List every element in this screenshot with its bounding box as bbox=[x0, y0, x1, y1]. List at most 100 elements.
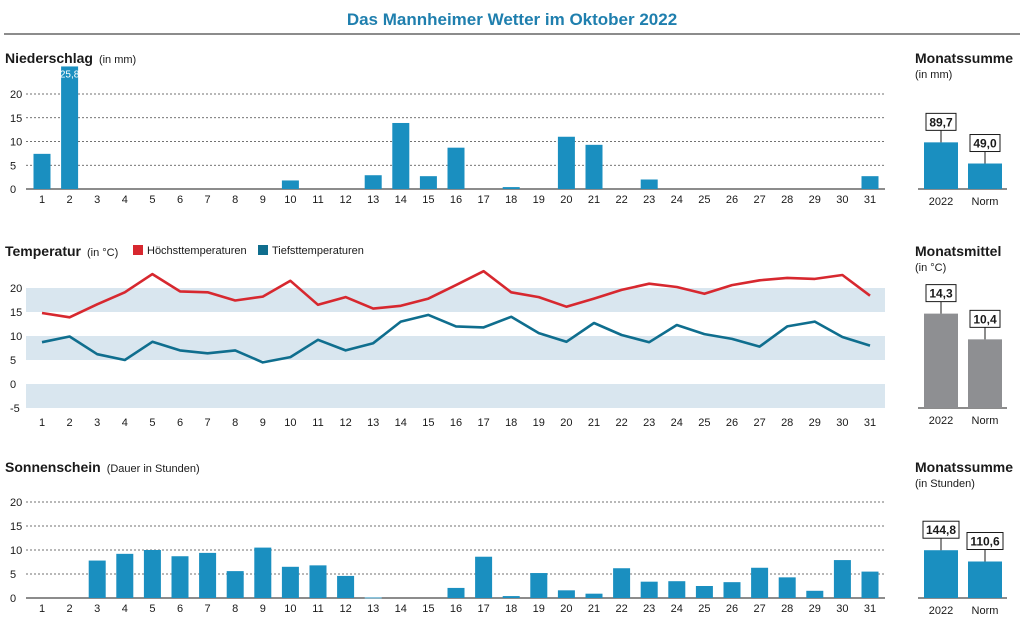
sun-bar bbox=[254, 547, 272, 598]
precip-bar bbox=[364, 175, 382, 189]
temp-xtick: 23 bbox=[643, 417, 655, 429]
summary-sun-value-box bbox=[922, 520, 960, 539]
temp-ytick: 15 bbox=[10, 307, 22, 319]
sun-bar bbox=[447, 587, 465, 598]
sun-bar bbox=[861, 571, 879, 598]
sun-bar bbox=[199, 552, 217, 598]
summary-sun-category-label: Norm bbox=[972, 605, 999, 617]
summary-precip-unit: (in mm) bbox=[915, 69, 952, 81]
temp-ytick: 20 bbox=[10, 283, 22, 295]
legend-max-swatch bbox=[133, 245, 143, 255]
precip-ytick: 15 bbox=[10, 113, 22, 125]
precip-bar bbox=[861, 176, 879, 189]
precip-xtick: 2 bbox=[67, 194, 73, 206]
temp-xtick: 14 bbox=[395, 417, 407, 429]
sun-xtick: 16 bbox=[450, 603, 462, 615]
sun-xtick: 7 bbox=[205, 603, 211, 615]
sun-xtick: 1 bbox=[39, 603, 45, 615]
summary-temp-value-box bbox=[969, 309, 1001, 328]
sun-xtick: 22 bbox=[615, 603, 627, 615]
temp-xtick: 21 bbox=[588, 417, 600, 429]
temp-xtick: 12 bbox=[339, 417, 351, 429]
sun-xtick: 9 bbox=[260, 603, 266, 615]
sun-bar bbox=[613, 568, 631, 598]
sun-xtick: 2 bbox=[67, 603, 73, 615]
precip-xtick: 21 bbox=[588, 194, 600, 206]
temp-band bbox=[26, 336, 885, 360]
sun-bar bbox=[226, 571, 244, 598]
legend-min-label: Tiefsttemperaturen bbox=[272, 245, 364, 257]
sun-ytick: 20 bbox=[10, 497, 22, 509]
summary-sun-bar bbox=[924, 550, 958, 598]
legend-min-swatch bbox=[258, 245, 268, 255]
precip-xtick: 23 bbox=[643, 194, 655, 206]
precip-xtick: 31 bbox=[864, 194, 876, 206]
sun-xtick: 13 bbox=[367, 603, 379, 615]
temp-ytick: 5 bbox=[10, 355, 16, 367]
sun-bar bbox=[723, 582, 741, 598]
precip-xtick: 14 bbox=[395, 194, 407, 206]
sun-ytick: 0 bbox=[10, 593, 16, 605]
summary-precip-value-label: 89,7 bbox=[929, 115, 953, 129]
sun-bar bbox=[778, 577, 796, 598]
precip-xtick: 9 bbox=[260, 194, 266, 206]
precip-xtick: 7 bbox=[205, 194, 211, 206]
summary-temp-unit: (in °C) bbox=[915, 262, 946, 274]
summary-temp-value-box bbox=[925, 284, 957, 303]
chart-title: Das Mannheimer Wetter im Oktober 2022 bbox=[347, 10, 677, 29]
sun-xtick: 14 bbox=[395, 603, 407, 615]
summary-precip-value-box bbox=[925, 112, 957, 131]
sun-xtick: 24 bbox=[671, 603, 683, 615]
sun-bar bbox=[502, 596, 520, 598]
precip-xtick: 8 bbox=[232, 194, 238, 206]
sun-xtick: 6 bbox=[177, 603, 183, 615]
summary-temp: Monatsmittel (in °C) 14,3 2022 10,4 Norm bbox=[915, 243, 1007, 427]
precip-xtick: 26 bbox=[726, 194, 738, 206]
sun-bar bbox=[530, 573, 548, 598]
summary-precip-category-label: 2022 bbox=[929, 196, 953, 208]
summary-precip-bar bbox=[968, 163, 1002, 189]
sun-bar bbox=[88, 560, 106, 598]
temp-xtick: 17 bbox=[477, 417, 489, 429]
temp-xtick: 24 bbox=[671, 417, 683, 429]
summary-sun-value-label: 110,6 bbox=[970, 535, 1000, 549]
sun-xtick: 12 bbox=[339, 603, 351, 615]
precip-bar bbox=[281, 180, 299, 189]
sun-xtick: 31 bbox=[864, 603, 876, 615]
temp-xtick: 27 bbox=[753, 417, 765, 429]
sun-xtick: 5 bbox=[149, 603, 155, 615]
summary-temp-value-label: 10,4 bbox=[973, 312, 997, 326]
precip-bar bbox=[557, 136, 575, 189]
precip-bar bbox=[502, 187, 520, 189]
temp-xtick: 5 bbox=[149, 417, 155, 429]
temp-xtick: 2 bbox=[67, 417, 73, 429]
precip-ytick: 0 bbox=[10, 184, 16, 196]
precip-xtick: 15 bbox=[422, 194, 434, 206]
summary-precip: Monatssumme (in mm) 89,7 2022 49,0 Norm bbox=[915, 50, 1013, 208]
sun-xtick: 20 bbox=[560, 603, 572, 615]
summary-precip-value-box bbox=[969, 134, 1001, 153]
summary-precip-bar bbox=[924, 142, 958, 189]
temp-xtick: 26 bbox=[726, 417, 738, 429]
summary-sun-category-label: 2022 bbox=[929, 605, 953, 617]
sun-bar bbox=[337, 575, 355, 598]
min-temp-line bbox=[41, 313, 871, 364]
precip-ytick: 10 bbox=[10, 137, 22, 149]
precip-xtick: 17 bbox=[477, 194, 489, 206]
precip-xtick: 22 bbox=[615, 194, 627, 206]
sun-xtick: 23 bbox=[643, 603, 655, 615]
temp-xtick: 31 bbox=[864, 417, 876, 429]
precip-bar bbox=[61, 66, 79, 189]
precip-xtick: 5 bbox=[149, 194, 155, 206]
sun-ytick: 5 bbox=[10, 569, 16, 581]
summary-precip-category-label: Norm bbox=[972, 196, 999, 208]
temp-xtick: 4 bbox=[122, 417, 128, 429]
sun-panel: Sonnenschein (Dauer in Stunden) 05101520 … bbox=[5, 459, 885, 615]
temp-xtick: 3 bbox=[94, 417, 100, 429]
precip-ytick: 20 bbox=[10, 89, 22, 101]
sun-xtick: 3 bbox=[94, 603, 100, 615]
summary-temp-title: Monatsmittel bbox=[915, 243, 1001, 259]
temp-xtick: 15 bbox=[422, 417, 434, 429]
